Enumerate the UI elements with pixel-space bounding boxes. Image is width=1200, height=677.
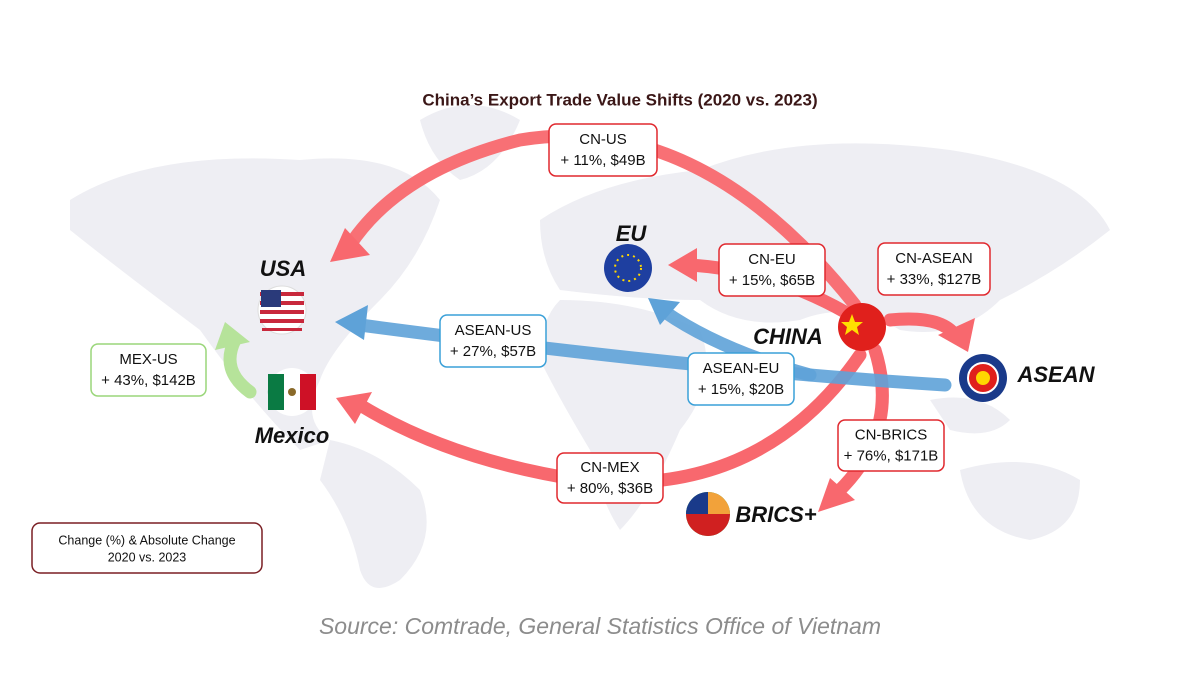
flow-box	[718, 243, 826, 297]
flow-change: + 27%, $57B	[450, 343, 536, 360]
flow-route: ASEAN-EU	[703, 360, 780, 377]
arrowheads	[215, 228, 975, 512]
region-label: EU	[616, 221, 648, 246]
flow-change: + 33%, $127B	[887, 271, 982, 288]
flow-change: + 15%, $20B	[698, 381, 784, 398]
region-label: USA	[260, 256, 306, 281]
flow-route: CN-BRICS	[855, 426, 928, 443]
flow-route: ASEAN-US	[455, 322, 532, 339]
legend-text: 2020 vs. 2023	[108, 550, 187, 564]
flow-box	[439, 314, 547, 368]
flow-change: + 15%, $65B	[729, 272, 815, 289]
flow-route: CN-EU	[748, 251, 796, 268]
flow-route: CN-US	[579, 131, 627, 148]
flow-change: + 76%, $171B	[844, 447, 939, 464]
flow-box	[837, 419, 945, 472]
flow-change: + 43%, $142B	[101, 372, 196, 389]
flags	[257, 244, 1007, 536]
region-labels: USA EU CHINA ASEAN Mexico BRICS+	[255, 221, 1096, 527]
region-label: ASEAN	[1016, 362, 1095, 387]
region-label: BRICS+	[735, 502, 816, 527]
flow-route: CN-MEX	[580, 459, 639, 476]
flow-change: + 80%, $36B	[567, 480, 653, 497]
flow-boxes: CN-US + 11%, $49B CN-EU + 15%, $65B CN-ASEAN…	[90, 123, 991, 504]
flow-box	[548, 123, 658, 177]
flow-box	[877, 242, 991, 296]
flow-route: MEX-US	[119, 351, 177, 368]
title: China’s Export Trade Value Shifts (2020 …	[422, 90, 817, 109]
flow-box	[687, 352, 795, 406]
flow-route: CN-ASEAN	[895, 250, 973, 267]
legend-text: Change (%) & Absolute Change	[58, 533, 235, 547]
flow-box	[556, 452, 664, 504]
flow-box	[90, 343, 207, 397]
region-label: CHINA	[753, 324, 823, 349]
flow-change: + 11%, $49B	[560, 152, 645, 169]
region-label: Mexico	[255, 423, 330, 448]
source: Source: Comtrade, General Statistics Off…	[319, 613, 881, 639]
legend-box	[31, 522, 263, 574]
